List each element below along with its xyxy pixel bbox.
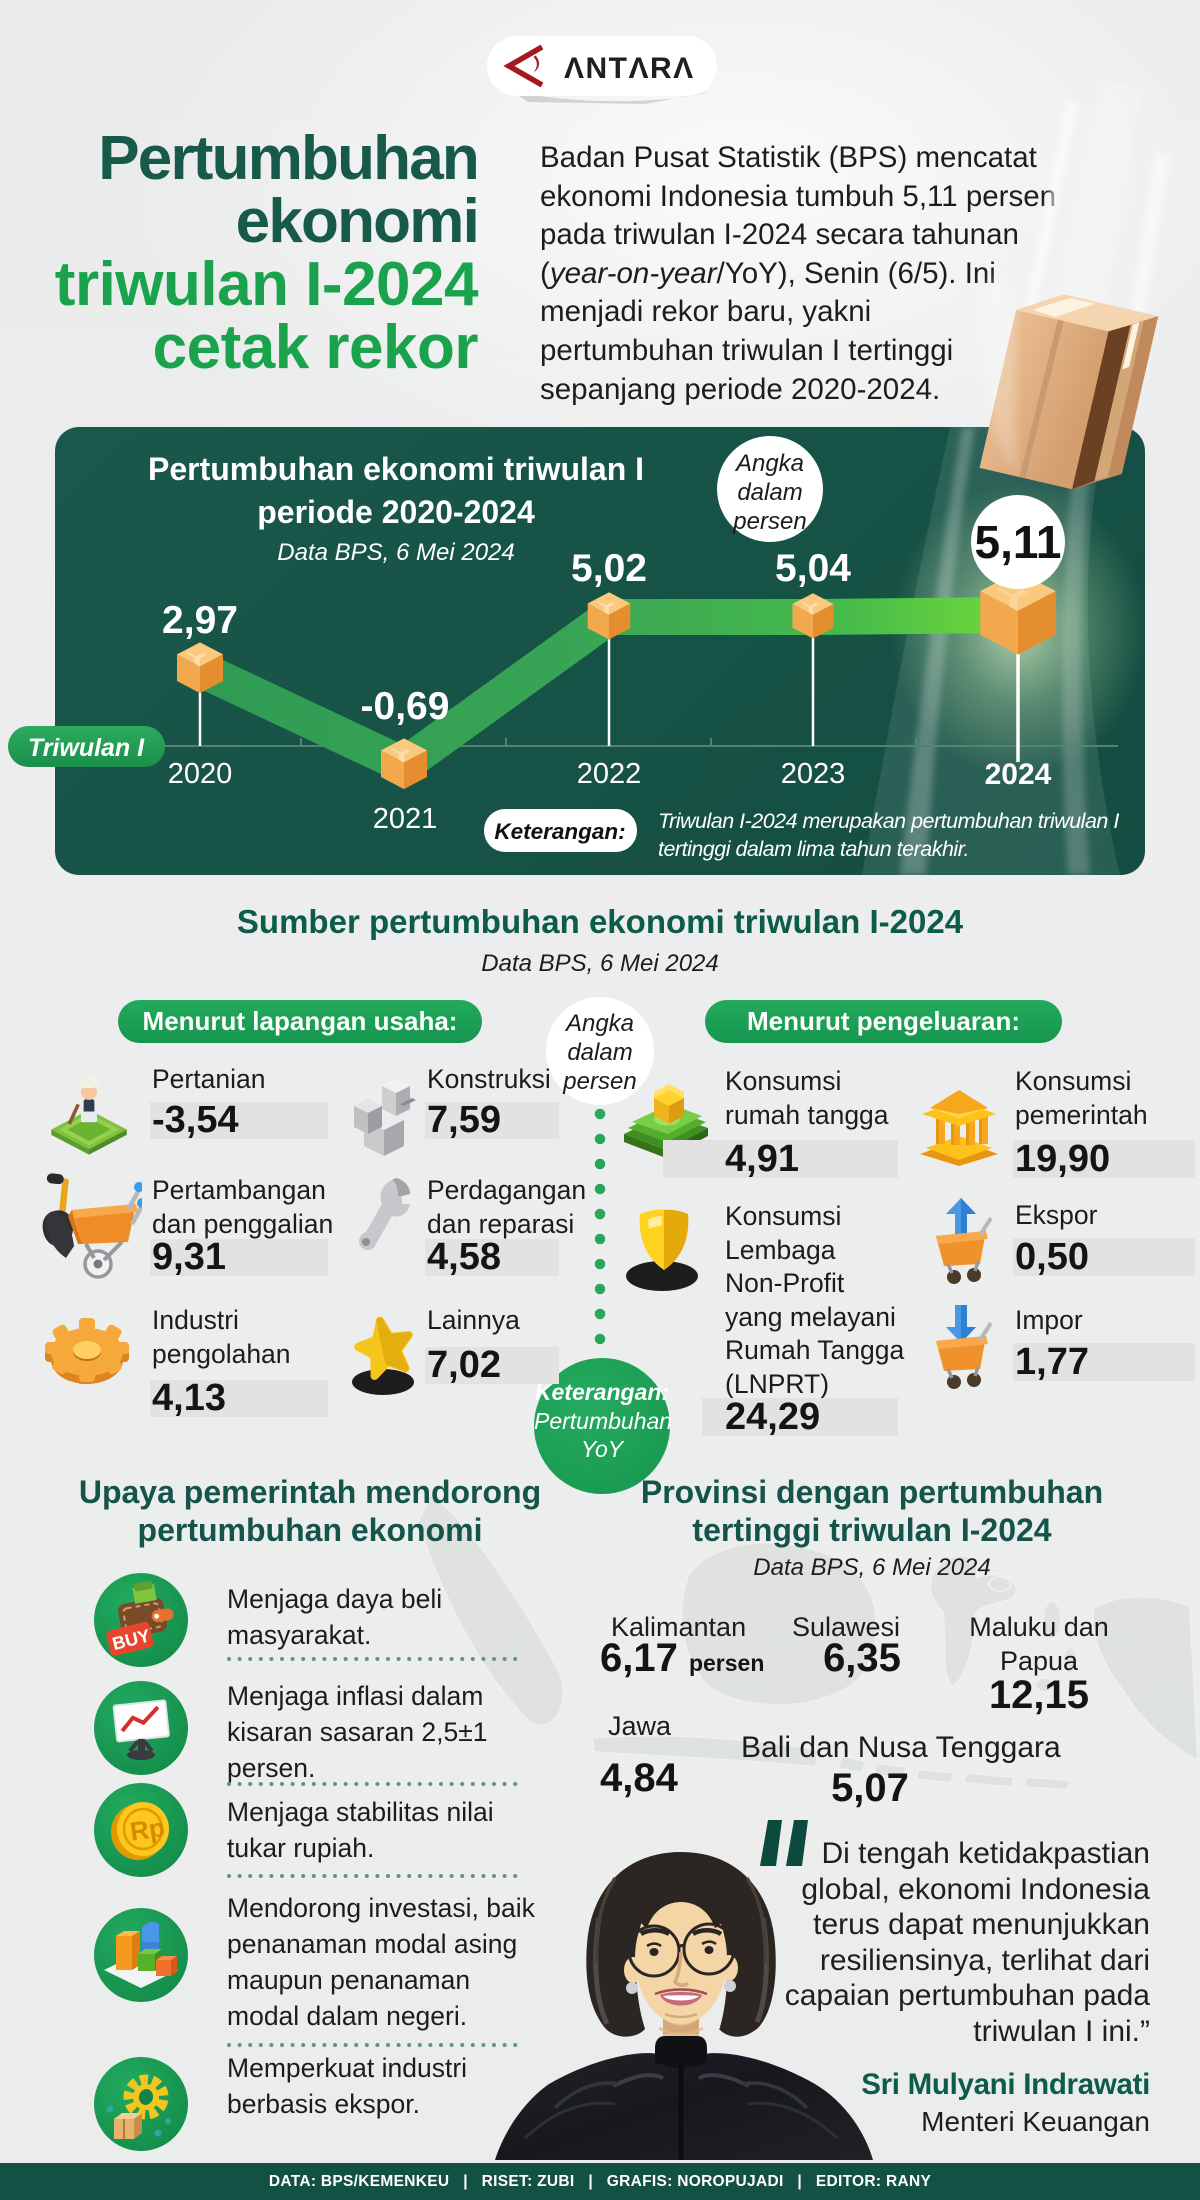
svg-text:2020: 2020 [168, 758, 233, 790]
svg-text:periode 2020-2024: periode 2020-2024 [257, 494, 535, 530]
svg-text:Keterangan:: Keterangan: [494, 819, 625, 844]
svg-text:Triwulan I: Triwulan I [28, 734, 145, 762]
svg-text:Angka: Angka [734, 450, 804, 477]
svg-text:dalam: dalam [737, 479, 802, 506]
svg-text:5,04: 5,04 [775, 547, 851, 590]
svg-text:2023: 2023 [781, 758, 846, 790]
svg-text:5,02: 5,02 [571, 547, 647, 590]
svg-text:Data BPS, 6 Mei 2024: Data BPS, 6 Mei 2024 [277, 539, 514, 566]
svg-text:persen: persen [732, 508, 806, 535]
svg-text:tertinggi dalam lima tahun ter: tertinggi dalam lima tahun terakhir. [658, 837, 969, 861]
svg-text:5,11: 5,11 [975, 516, 1062, 568]
svg-text:Triwulan I-2024 merupakan pert: Triwulan I-2024 merupakan pertumbuhan tr… [658, 809, 1119, 833]
svg-text:2022: 2022 [577, 758, 642, 790]
svg-text:2,97: 2,97 [162, 599, 238, 642]
svg-text:2024: 2024 [985, 758, 1052, 791]
svg-text:ΛNTΛRΛ: ΛNTΛRΛ [564, 52, 695, 85]
svg-text:Rp: Rp [128, 1812, 167, 1847]
svg-text:2021: 2021 [373, 803, 438, 835]
svg-text:Pertumbuhan ekonomi triwulan I: Pertumbuhan ekonomi triwulan I [148, 451, 644, 487]
svg-text:-0,69: -0,69 [361, 685, 450, 728]
